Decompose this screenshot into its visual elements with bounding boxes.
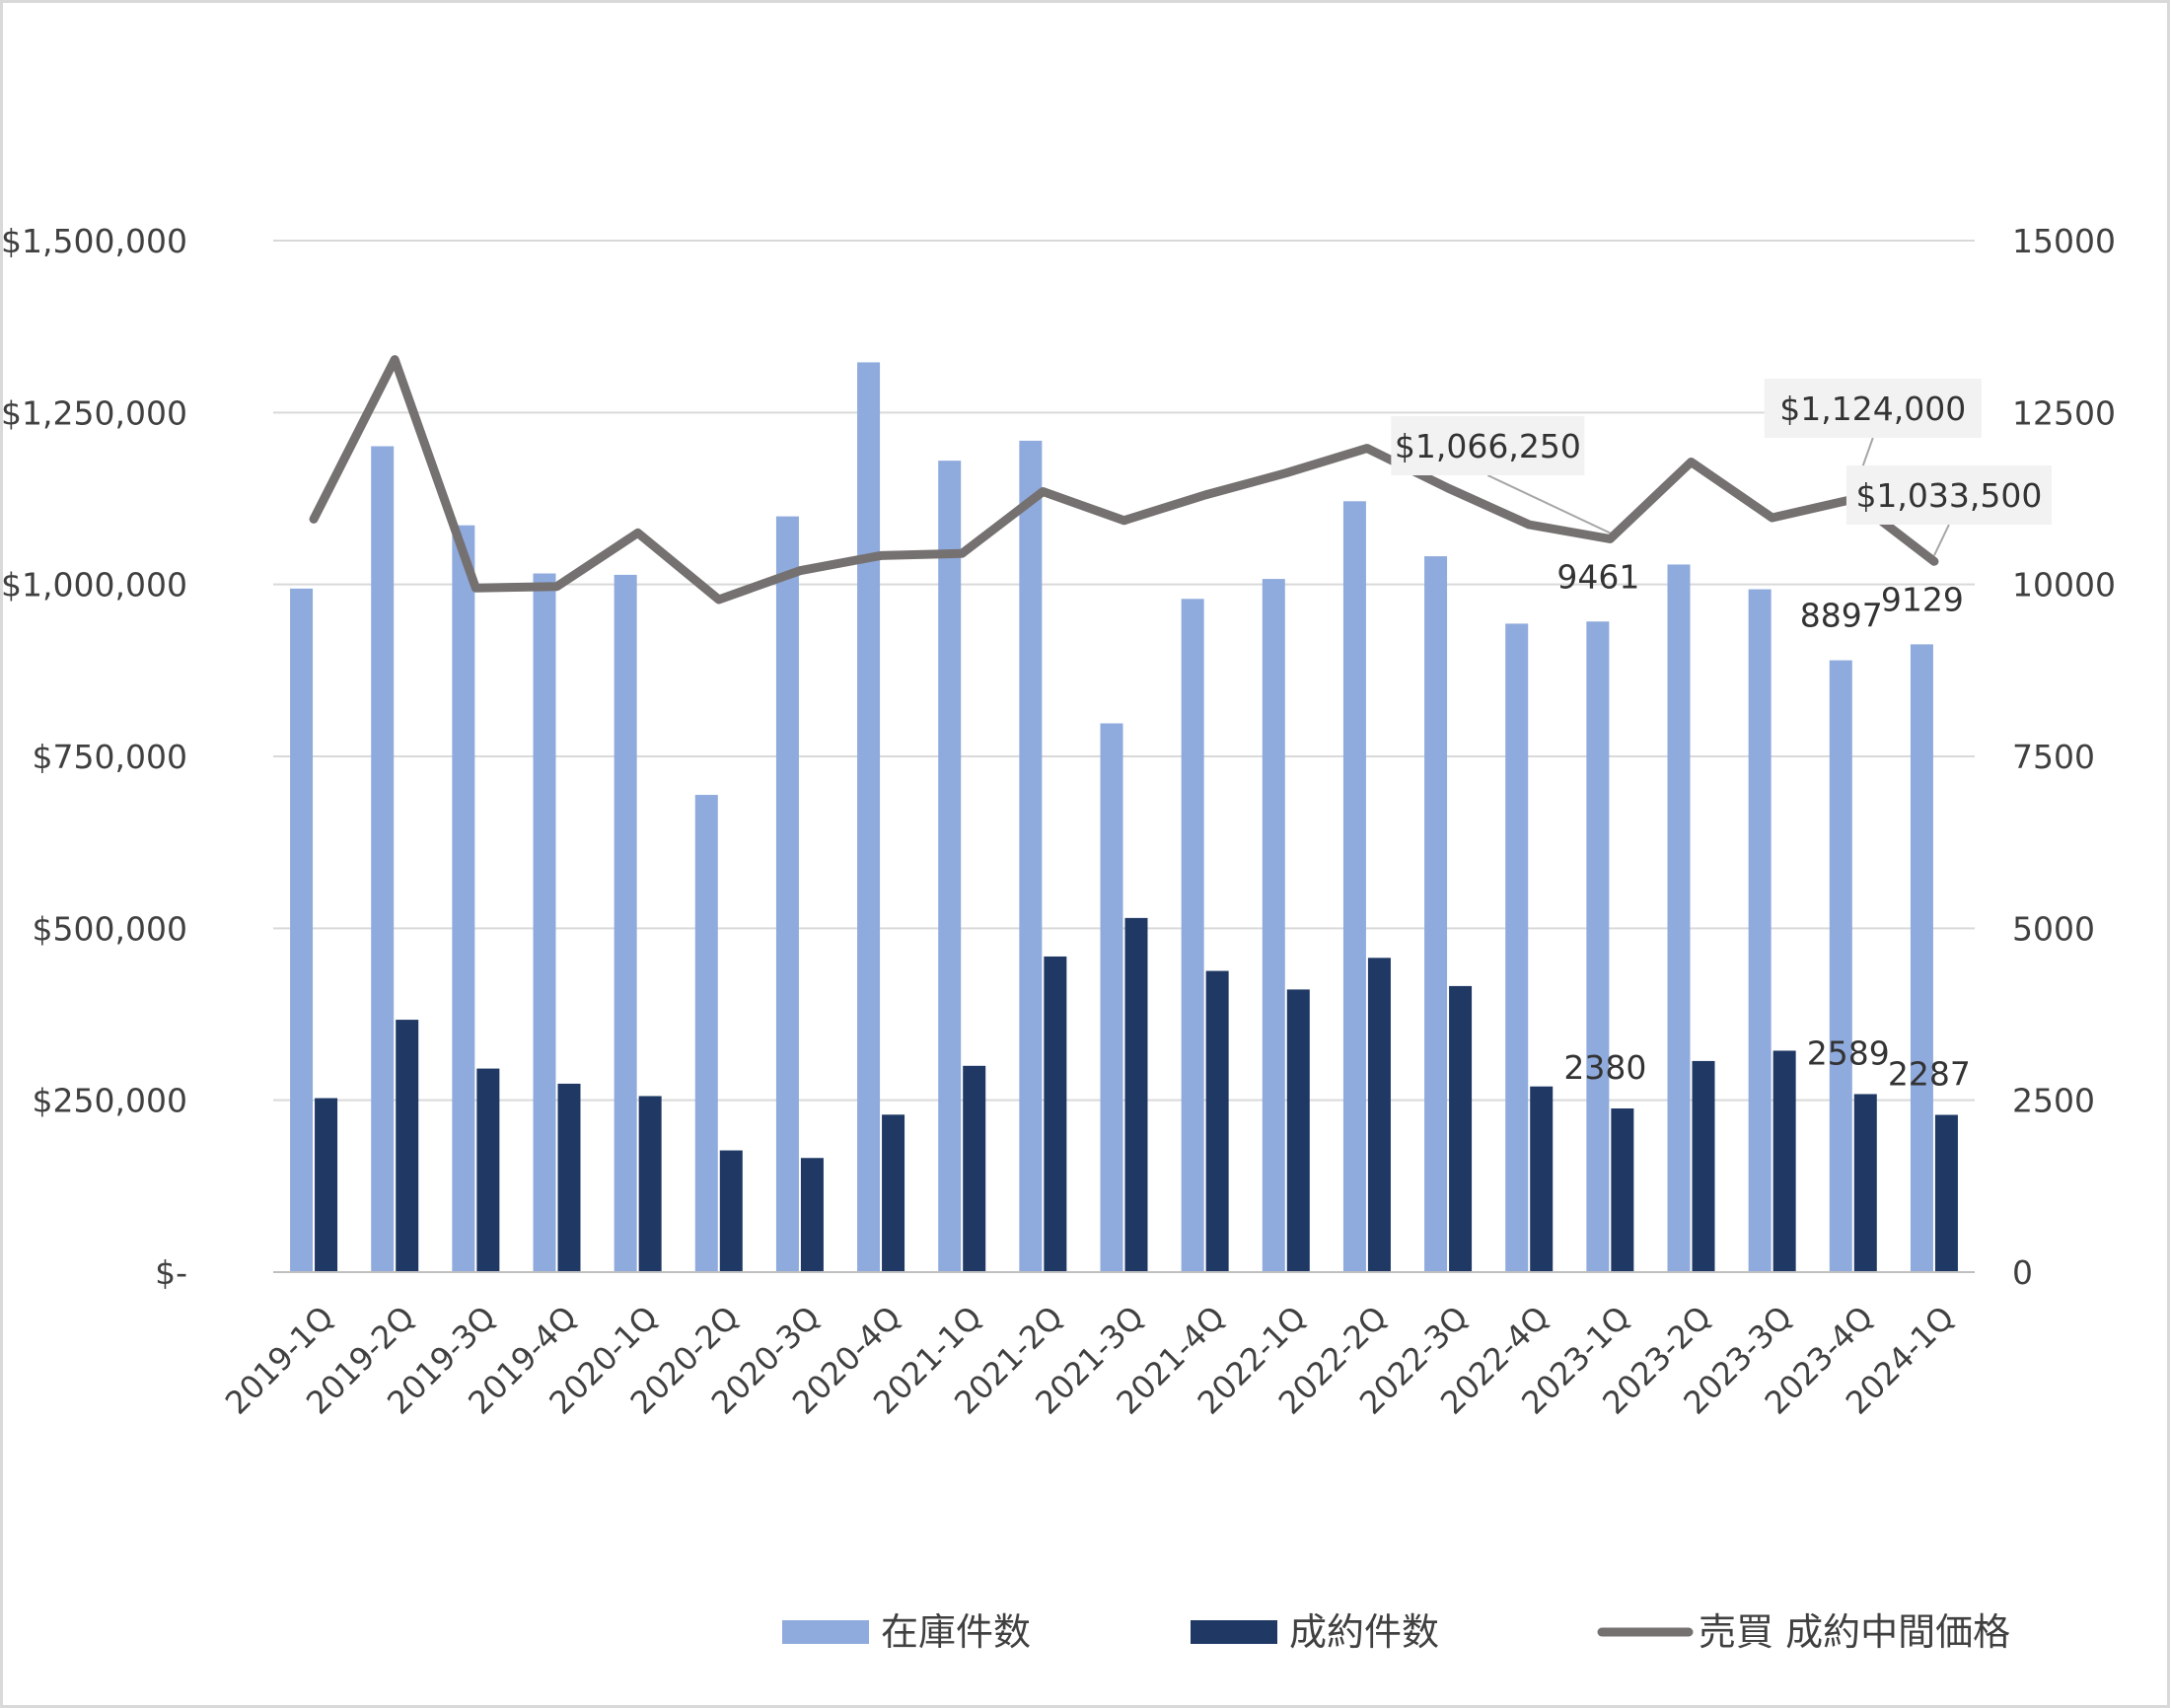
right-tick-label: 0 [2012, 1253, 2033, 1292]
callout-box [1764, 379, 1982, 438]
price-callout-label: $1,033,500 [1855, 476, 2042, 515]
sales-bar [1205, 970, 1229, 1272]
inventory-bar [614, 574, 637, 1272]
inventory-bar [1910, 644, 1933, 1272]
sales-bar [557, 1083, 581, 1272]
bar-series [290, 362, 1958, 1273]
right-tick-label: 5000 [2012, 909, 2095, 948]
sales-bar [396, 1020, 419, 1272]
sales-bar [882, 1114, 905, 1272]
sales-data-label: 2589 [1807, 1033, 1890, 1072]
legend: 在庫件数 成約件数 売買 成約中間価格 [782, 1610, 2010, 1654]
legend-label-inventory: 在庫件数 [881, 1610, 1031, 1654]
sales-bar [1692, 1060, 1715, 1272]
inventory-bar [1505, 623, 1529, 1272]
price-line [309, 355, 1939, 605]
right-tick-label: 12500 [2012, 393, 2116, 432]
right-tick-label: 2500 [2012, 1082, 2095, 1120]
sales-data-label: 2380 [1563, 1048, 1646, 1087]
sales-bar [800, 1158, 824, 1272]
left-tick-label: $1,500,000 [1, 222, 187, 260]
inventory-bar [694, 795, 718, 1272]
inventory-bar [938, 461, 962, 1272]
legend-swatch-inventory [782, 1620, 869, 1644]
sales-bar [1611, 1108, 1634, 1272]
sales-bar [1530, 1086, 1554, 1272]
inventory-bar [290, 588, 314, 1272]
left-axis: $1,500,000 $1,250,000 $1,000,000 $750,000 $5… [1, 222, 187, 1292]
sales-bar [1853, 1094, 1877, 1272]
left-tick-label: $- [155, 1253, 187, 1292]
right-tick-label: 15000 [2012, 222, 2116, 260]
sales-bar [1367, 958, 1391, 1272]
right-axis: 15000 12500 10000 7500 5000 2500 0 [2012, 222, 2116, 1292]
inventory-bar [1829, 660, 1852, 1272]
right-tick-label: 7500 [2012, 738, 2095, 776]
sales-bar [315, 1098, 338, 1272]
callout-leader [1486, 474, 1611, 534]
sales-bar [1124, 917, 1148, 1272]
left-tick-label: $1,000,000 [1, 566, 187, 605]
inventory-data-label: 9461 [1556, 557, 1639, 596]
sales-bar [476, 1068, 500, 1272]
price-callout-label: $1,124,000 [1779, 390, 1966, 428]
inventory-bar [371, 446, 395, 1272]
legend-label-price: 売買 成約中間価格 [1699, 1610, 2010, 1654]
sales-bar [1772, 1050, 1796, 1272]
price-callout-label: $1,066,250 [1395, 427, 1581, 465]
left-tick-label: $1,250,000 [1, 393, 187, 432]
sales-bar [1934, 1114, 1958, 1272]
sales-bar [1449, 985, 1473, 1272]
left-tick-label: $250,000 [33, 1082, 187, 1120]
sales-bar [1286, 989, 1310, 1272]
sales-bar [1044, 956, 1067, 1272]
right-tick-label: 10000 [2012, 566, 2116, 605]
inventory-bar [1019, 440, 1043, 1272]
inventory-bar [1424, 556, 1448, 1272]
inventory-bar [533, 573, 556, 1272]
inventory-bar [775, 516, 799, 1272]
line-series [309, 355, 1939, 605]
sales-data-label: 2287 [1888, 1055, 1971, 1094]
inventory-data-label: 9129 [1881, 580, 1964, 618]
legend-swatch-sales [1191, 1620, 1277, 1644]
inventory-bar [1342, 501, 1366, 1273]
left-tick-label: $750,000 [33, 738, 187, 776]
callout-box [1391, 416, 1585, 475]
callout-box [1845, 465, 2052, 525]
inventory-bar [1667, 564, 1691, 1272]
inventory-bar [857, 362, 881, 1273]
inventory-bar [452, 525, 475, 1272]
sales-bar [719, 1150, 743, 1272]
sales-bar [963, 1065, 986, 1272]
callout-leader [1933, 524, 1950, 556]
inventory-bar [1262, 579, 1285, 1272]
inventory-bar [1100, 723, 1123, 1272]
inventory-bar [1181, 599, 1204, 1272]
legend-label-sales: 成約件数 [1289, 1610, 1439, 1654]
left-tick-label: $500,000 [33, 909, 187, 948]
sales-bar [638, 1096, 662, 1272]
inventory-data-label: 8897 [1800, 597, 1883, 635]
inventory-bar [1748, 589, 1772, 1272]
inventory-bar [1586, 621, 1610, 1272]
